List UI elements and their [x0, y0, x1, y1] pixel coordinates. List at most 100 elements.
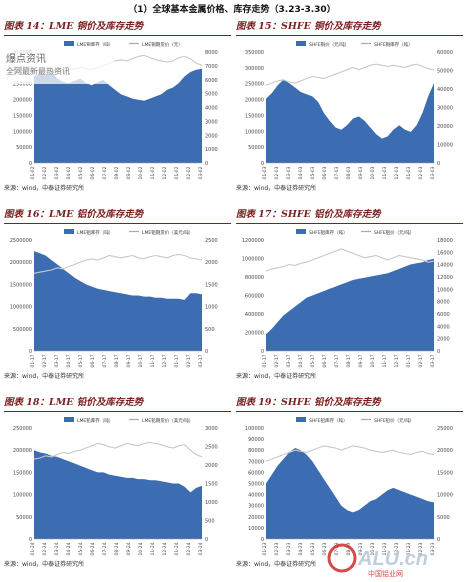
- x-axis-tick: 10-23: [370, 542, 376, 555]
- source-note: 来源：wind，中泰证券研究所: [236, 185, 317, 192]
- y-axis-left-tick: 50000: [16, 145, 32, 151]
- x-axis-tick: 03-02: [198, 166, 204, 179]
- x-axis-tick: 11-17: [150, 354, 156, 367]
- x-axis-tick: 01-24: [174, 542, 180, 555]
- x-axis-tick: 04-02: [66, 166, 72, 179]
- x-axis-tick: 11-23: [382, 542, 388, 555]
- price-line: [265, 445, 435, 462]
- x-axis-tick: 03-02: [54, 166, 60, 179]
- y-axis-left-tick: 0: [29, 537, 32, 543]
- x-axis-tick: 08-17: [114, 354, 120, 367]
- x-axis-tick: 02-23: [418, 542, 424, 555]
- y-axis-left-tick: 350000: [245, 50, 264, 56]
- legend-swatch-stock: [296, 41, 306, 46]
- y-axis-right-tick: 8000: [205, 50, 218, 56]
- y-axis-right-tick: 16000: [437, 250, 453, 256]
- legend-label: LME铝期货价（美元/吨）: [142, 229, 193, 236]
- logo-wordmark: ALU.cn: [357, 548, 428, 570]
- x-axis-tick: 03-03: [286, 166, 292, 179]
- y-axis-left-tick: 1200000: [242, 238, 264, 244]
- watermark-backdrop: [4, 46, 114, 84]
- x-axis-tick: 08-24: [114, 542, 120, 555]
- chart-title: 图表 14：LME 铜价及库存走势: [4, 18, 231, 36]
- x-axis-tick: 10-17: [370, 354, 376, 367]
- x-axis-tick: 08-23: [346, 542, 352, 555]
- y-axis-left-tick: 1000000: [10, 305, 32, 311]
- chart-panel: 图表 16：LME 铝价及库存走势 LME铝库存（吨） LME铝期货价（美元/吨） 2…: [4, 206, 231, 384]
- source-note: 来源：wind，中泰证券研究所: [4, 373, 85, 380]
- stock-area: [34, 68, 202, 163]
- x-axis-tick: 02-17: [186, 354, 192, 367]
- chart-title: 图表 15：SHFE 铜价及库存走势: [236, 18, 463, 36]
- x-axis-tick: 08-03: [346, 166, 352, 179]
- legend-label: LME铜期货价（元）: [142, 41, 183, 48]
- x-axis-tick: 05-02: [78, 166, 84, 179]
- y-axis-right-tick: 2000: [205, 260, 218, 266]
- x-axis-tick: 04-17: [66, 354, 72, 367]
- y-axis-left-tick: 150000: [13, 113, 32, 119]
- x-axis-tick: 03-17: [54, 354, 60, 367]
- stock-area: [266, 258, 434, 351]
- chart-legend: LME铜库存（吨） LME铜期货价（元）: [64, 41, 183, 48]
- x-axis-tick: 02-17: [42, 354, 48, 367]
- y-axis-right-tick: 1500: [205, 282, 218, 288]
- chart-title: 图表 19：SHFE 铅价及库存走势: [236, 394, 463, 412]
- y-axis-right-tick: 7000: [205, 64, 218, 70]
- x-axis-tick: 02-23: [274, 542, 280, 555]
- x-axis-tick: 07-24: [102, 542, 108, 555]
- y-axis-left-tick: 70000: [248, 459, 264, 465]
- chart-title: 图表 17：SHFE 铝价及库存走势: [236, 206, 463, 224]
- y-axis-left-tick: 100000: [13, 493, 32, 499]
- y-axis-right-tick: 1500: [205, 482, 218, 488]
- x-axis-tick: 10-24: [138, 542, 144, 555]
- x-axis-tick: 02-02: [186, 166, 192, 179]
- y-axis-left-tick: 80000: [248, 448, 264, 454]
- source-note: 来源：wind，中泰证券研究所: [236, 561, 317, 568]
- y-axis-right-tick: 15000: [437, 470, 453, 476]
- y-axis-left-tick: 0: [261, 349, 264, 355]
- y-axis-left-tick: 200000: [245, 331, 264, 337]
- y-axis-left-tick: 200000: [13, 448, 32, 454]
- chart-panel: 图表 18：LME 铅价及库存走势 LME铅库存（吨） LME铅期货价（美元/吨） 2…: [4, 394, 231, 572]
- chart-svg: LME铜库存（吨）LME铜期货价（元）350000300000250000200…: [13, 41, 218, 180]
- y-axis-right-tick: 4000: [205, 106, 218, 112]
- x-axis-tick: 12-23: [394, 542, 400, 555]
- x-axis-tick: 06-23: [322, 542, 328, 555]
- y-axis-right-tick: 30000: [437, 106, 453, 112]
- y-axis-left-tick: 10000: [248, 526, 264, 532]
- chart-title: 图表 18：LME 铅价及库存走势: [4, 394, 231, 412]
- y-axis-left-tick: 200000: [13, 98, 32, 104]
- x-axis-tick: 07-03: [334, 166, 340, 179]
- source-note: 来源：wind，中泰证券研究所: [4, 185, 85, 192]
- y-axis-right-tick: 2000: [205, 133, 218, 139]
- y-axis-right-tick: 6000: [205, 78, 218, 84]
- y-axis-left-tick: 20000: [248, 515, 264, 521]
- chart-panel: 图表 17：SHFE 铝价及库存走势 SHFE铝库存（吨） SHFE铝价（元/吨） 1…: [236, 206, 463, 384]
- y-axis-left-tick: 1500000: [10, 282, 32, 288]
- x-axis-tick: 11-17: [382, 354, 388, 367]
- y-axis-right-tick: 2500: [205, 445, 218, 451]
- stock-area: [34, 450, 202, 539]
- x-axis-tick: 02-17: [274, 354, 280, 367]
- y-axis-right-tick: 40000: [437, 87, 453, 93]
- y-axis-left-tick: 250000: [13, 82, 32, 88]
- x-axis-tick: 01-17: [406, 354, 412, 367]
- y-axis-right-tick: 2000: [437, 337, 450, 343]
- x-axis-tick: 09-23: [358, 542, 364, 555]
- y-axis-left-tick: 300000: [245, 66, 264, 72]
- y-axis-left-tick: 600000: [245, 294, 264, 300]
- y-axis-left-tick: 150000: [245, 113, 264, 119]
- x-axis-tick: 05-24: [78, 542, 84, 555]
- x-axis-tick: 09-17: [126, 354, 132, 367]
- x-axis-tick: 07-17: [102, 354, 108, 367]
- y-axis-left-tick: 100000: [13, 129, 32, 135]
- y-axis-left-tick: 0: [29, 161, 32, 167]
- x-axis-tick: 07-23: [334, 542, 340, 555]
- y-axis-left-tick: 50000: [248, 145, 264, 151]
- y-axis-left-tick: 500000: [13, 327, 32, 333]
- y-axis-right-tick: 1000: [205, 147, 218, 153]
- x-axis-tick: 03-03: [430, 166, 436, 179]
- x-axis-tick: 03-24: [54, 542, 60, 555]
- y-axis-right-tick: 18000: [437, 238, 453, 244]
- x-axis-tick: 08-17: [346, 354, 352, 367]
